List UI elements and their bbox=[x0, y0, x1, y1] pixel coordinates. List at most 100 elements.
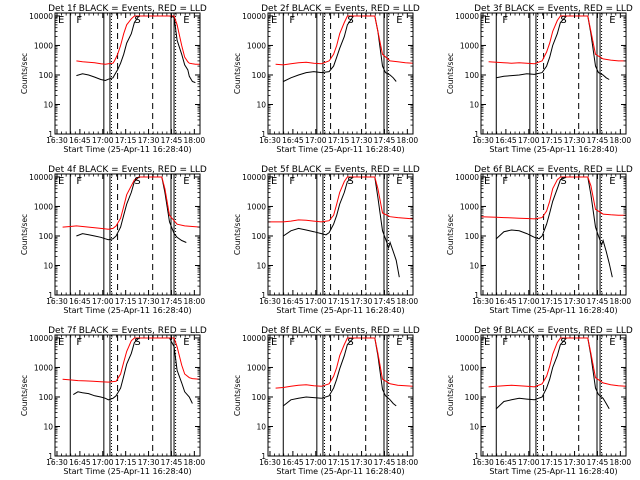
y-axis-label: Counts/sec bbox=[233, 53, 242, 94]
x-tick-label: 16:30 bbox=[259, 458, 281, 467]
x-tick-label: 18:00 bbox=[184, 297, 206, 306]
x-tick-label: 17:15 bbox=[541, 458, 563, 467]
x-tick-label: 17:45 bbox=[161, 297, 183, 306]
x-tick-label: 17:00 bbox=[92, 136, 114, 145]
plot-frame bbox=[480, 173, 627, 296]
segment-label: E bbox=[183, 176, 189, 187]
y-tick-label: 1 bbox=[48, 130, 53, 139]
y-tick-label: 10 bbox=[256, 422, 266, 431]
panel-title: Det 5f BLACK = Events, RED = LLD bbox=[261, 165, 420, 175]
y-tick-label: 10000 bbox=[455, 12, 479, 21]
segment-label: E bbox=[58, 337, 64, 348]
y-tick-label: 10000 bbox=[242, 12, 266, 21]
y-tick-label: 1000 bbox=[460, 363, 479, 372]
y-tick-label: 10 bbox=[469, 422, 479, 431]
events-series-line bbox=[495, 337, 610, 410]
lld-series-line bbox=[62, 176, 200, 230]
x-tick-label: 17:45 bbox=[587, 458, 609, 467]
x-tick-label: 16:45 bbox=[282, 297, 304, 306]
y-tick-label: 1 bbox=[261, 291, 266, 300]
segment-label: S bbox=[134, 176, 140, 187]
segment-label: E bbox=[183, 337, 189, 348]
plot-frame bbox=[54, 173, 201, 296]
x-tick-label: 17:30 bbox=[351, 458, 373, 467]
y-tick-label: 1000 bbox=[460, 202, 479, 211]
segment-label: F bbox=[502, 15, 508, 26]
x-tick-label: 17:15 bbox=[115, 297, 137, 306]
y-tick-label: 1000 bbox=[34, 363, 53, 372]
x-tick-label: 18:00 bbox=[610, 136, 632, 145]
segment-label: E bbox=[484, 176, 490, 187]
lld-series-line bbox=[62, 337, 200, 383]
y-tick-label: 10000 bbox=[242, 334, 266, 343]
y-tick-label: 1000 bbox=[247, 41, 266, 50]
segment-label: F bbox=[502, 176, 508, 187]
x-tick-label: 17:15 bbox=[115, 136, 137, 145]
x-tick-label: 17:15 bbox=[328, 458, 350, 467]
plot-frame bbox=[54, 12, 201, 135]
x-tick-label: 17:00 bbox=[92, 458, 114, 467]
lld-series-line bbox=[268, 176, 413, 223]
segment-label: E bbox=[484, 337, 490, 348]
x-tick-label: 18:00 bbox=[397, 297, 419, 306]
segment-label: E bbox=[396, 15, 402, 26]
panel-title: Det 7f BLACK = Events, RED = LLD bbox=[48, 326, 207, 336]
x-tick-label: 18:00 bbox=[397, 136, 419, 145]
y-tick-label: 1000 bbox=[34, 202, 53, 211]
segment-label: E bbox=[396, 337, 402, 348]
x-tick-label: 16:30 bbox=[259, 297, 281, 306]
x-tick-label: 16:45 bbox=[69, 297, 91, 306]
x-tick-label: 17:30 bbox=[138, 136, 160, 145]
events-series-line bbox=[496, 15, 610, 80]
y-axis-label: Counts/sec bbox=[20, 53, 29, 94]
x-tick-label: 18:00 bbox=[610, 297, 632, 306]
x-axis-label: Start Time (25-Apr-11 16:28:40) bbox=[276, 306, 404, 315]
y-tick-label: 100 bbox=[252, 393, 267, 402]
y-tick-label: 1000 bbox=[34, 41, 53, 50]
y-tick-label: 10 bbox=[256, 100, 266, 109]
y-tick-label: 10000 bbox=[455, 334, 479, 343]
segment-label: S bbox=[560, 176, 566, 187]
segment-label: F bbox=[289, 337, 295, 348]
y-tick-label: 100 bbox=[252, 232, 267, 241]
x-tick-label: 16:30 bbox=[259, 136, 281, 145]
x-tick-label: 16:45 bbox=[69, 458, 91, 467]
x-tick-label: 16:30 bbox=[46, 297, 68, 306]
segment-label: S bbox=[560, 15, 566, 26]
y-tick-label: 10000 bbox=[455, 173, 479, 182]
lld-series-line bbox=[275, 337, 413, 389]
segment-label: S bbox=[347, 176, 353, 187]
panel-title: Det 2f BLACK = Events, RED = LLD bbox=[261, 4, 420, 14]
y-tick-label: 1 bbox=[261, 452, 266, 461]
x-tick-label: 16:30 bbox=[46, 136, 68, 145]
x-tick-label: 17:00 bbox=[518, 458, 540, 467]
segment-label: E bbox=[271, 337, 277, 348]
x-tick-label: 17:30 bbox=[138, 297, 160, 306]
x-tick-label: 16:30 bbox=[472, 136, 494, 145]
plot-frame bbox=[267, 334, 414, 457]
x-tick-label: 16:45 bbox=[495, 136, 517, 145]
y-tick-label: 1 bbox=[48, 291, 53, 300]
plot-frame bbox=[480, 12, 627, 135]
x-tick-label: 18:00 bbox=[397, 458, 419, 467]
segment-label: S bbox=[134, 337, 140, 348]
segment-label: F bbox=[289, 15, 295, 26]
segment-label: E bbox=[609, 176, 615, 187]
segment-label: E bbox=[271, 15, 277, 26]
y-tick-label: 1000 bbox=[247, 202, 266, 211]
x-tick-label: 17:00 bbox=[518, 136, 540, 145]
x-tick-label: 16:45 bbox=[282, 136, 304, 145]
y-tick-label: 10000 bbox=[29, 12, 53, 21]
y-tick-label: 100 bbox=[39, 232, 54, 241]
plot-frame bbox=[267, 173, 414, 296]
x-tick-label: 17:15 bbox=[328, 297, 350, 306]
events-series-line bbox=[283, 15, 397, 82]
y-tick-label: 10000 bbox=[29, 334, 53, 343]
panel-title: Det 4f BLACK = Events, RED = LLD bbox=[48, 165, 207, 175]
